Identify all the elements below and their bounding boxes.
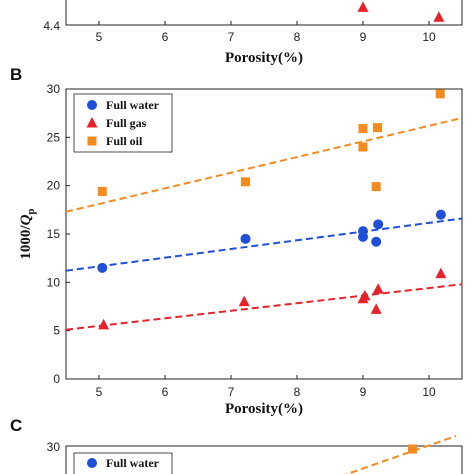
panel-b-point-full-water [435, 209, 446, 220]
panel-b-legend-marker-full-gas [86, 117, 98, 128]
panel-b-legend-marker-full-oil [87, 136, 97, 146]
panel-b-xtick-label: 7 [228, 385, 235, 399]
panel-b-ytick-label: 15 [47, 227, 61, 241]
panel-b-ytick-label: 30 [47, 82, 61, 96]
panel-b-letter: B [10, 65, 22, 84]
panel-a-xaxis-title: Porosity(%) [225, 50, 303, 66]
panel-a-ytick-label: 4.4 [43, 19, 60, 33]
panel-b-xaxis-title: Porosity(%) [225, 401, 303, 417]
panel-b-point-full-oil [371, 182, 381, 192]
panel-b-point-full-oil [358, 124, 368, 134]
panel-b-point-full-water [240, 233, 251, 244]
panel-c-ytick-label: 30 [47, 440, 61, 454]
panel-c-legend: Full water [73, 452, 173, 474]
panel-a-xtick-label: 10 [422, 30, 436, 44]
panel-b-point-full-gas [372, 283, 384, 294]
panel-b-point-full-oil [241, 177, 251, 187]
panel-b-ytick-label: 10 [47, 275, 61, 289]
panel-b-fit-line-full-water [65, 217, 463, 272]
panel-b-xtick-label: 6 [162, 385, 169, 399]
panel-b-point-full-gas [370, 303, 382, 314]
panel-a: 4.4 5 6 7 8 9 10 Porosity(%) [43, 0, 463, 66]
panel-c: 30 Full water [47, 435, 463, 474]
panel-c-legend-marker-full-water [87, 458, 97, 468]
panel-a-xtick-label: 5 [96, 30, 103, 44]
panel-b-point-full-gas [359, 289, 371, 301]
panel-b-legend-marker-full-water [87, 100, 97, 110]
panel-b-ytick-label: 5 [53, 324, 60, 338]
panel-b-xtick-label: 5 [96, 385, 103, 399]
panel-c-fit-line-oil [344, 435, 457, 474]
panel-c-legend-label-full-water: Full water [106, 456, 160, 470]
panel-b-yticks: 0 5 10 15 20 25 30 [47, 82, 70, 386]
panel-c-point-full-oil [408, 444, 417, 454]
panel-b-legend-label-full-water: Full water [106, 98, 160, 112]
panel-b-xticks: 5 6 7 8 9 10 [96, 375, 436, 399]
panel-b-yaxis-title: 1000/Qp [18, 208, 37, 259]
panel-b-yaxis-title-main: 1000/ [18, 225, 34, 260]
panel-b-marks [97, 89, 447, 330]
panel-b-point-full-water [373, 219, 384, 230]
panel-b-ytick-label: 20 [47, 179, 61, 193]
panel-b-point-full-oil [97, 186, 107, 196]
panel-b-fit-lines [65, 117, 463, 331]
panel-a-marks [357, 1, 445, 22]
panel-b-fit-line-full-gas [65, 283, 463, 331]
panel-b-yaxis-title-italic: Q [18, 214, 34, 225]
panel-b-ytick-label: 25 [47, 130, 61, 144]
panel-a-xtick-label: 8 [294, 30, 301, 44]
panel-c-legend-box [73, 452, 173, 474]
panel-c-letter: C [10, 416, 22, 435]
panel-b-point-full-water [358, 226, 368, 237]
panel-b-legend: Full water Full gas Full oil [73, 93, 173, 153]
panel-b-point-full-water [97, 262, 108, 273]
panel-b-point-full-gas [98, 318, 110, 330]
panel-b-ytick-label: 0 [53, 372, 60, 386]
panel-b: 0 5 10 15 20 25 30 5 6 7 8 9 10 Porosity(%) 1000/Qp… [18, 82, 463, 417]
panel-b-point-full-oil [435, 89, 445, 99]
panel-a-xtick-label: 6 [162, 30, 169, 44]
panel-a-plot-frame [65, 0, 463, 26]
panel-b-xtick-label: 10 [422, 385, 436, 399]
panel-b-yaxis-title-sub: p [25, 208, 37, 214]
panel-a-point [357, 1, 369, 12]
panel-c-marks [408, 444, 417, 454]
panel-b-point-full-water [371, 236, 382, 247]
panel-a-xtick-label: 9 [360, 30, 367, 44]
panel-b-point-full-gas [435, 267, 447, 279]
panel-b-legend-label-full-gas: Full gas [106, 116, 147, 130]
panel-b-legend-label-full-oil: Full oil [106, 134, 143, 148]
panel-b-point-full-oil [373, 123, 383, 133]
panel-b-xtick-label: 9 [360, 385, 367, 399]
panel-b-xtick-label: 8 [294, 385, 301, 399]
panel-b-point-full-oil [358, 142, 368, 152]
panel-c-fit-lines [344, 435, 457, 474]
panel-a-xticks: 5 6 7 8 9 10 [96, 21, 436, 44]
panel-a-point [433, 11, 445, 22]
panel-b-point-full-gas [238, 295, 250, 307]
panel-b-fit-line-full-oil [65, 117, 463, 213]
panel-a-xtick-label: 7 [228, 30, 235, 44]
